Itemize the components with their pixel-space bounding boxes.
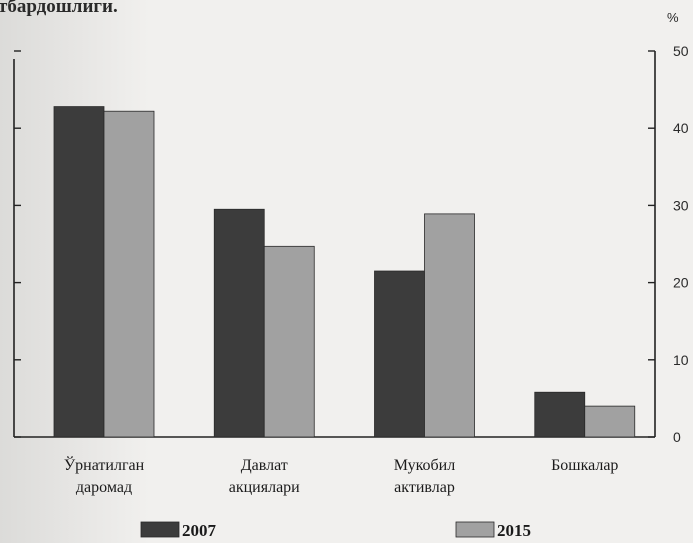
- bar-2007-1: [53, 106, 105, 438]
- category-label-line: Мукобил: [394, 457, 455, 474]
- y-axis-ticks: 0 10 20 30 40 50%: [14, 10, 689, 445]
- bar-2007-2: [213, 208, 265, 438]
- category-label: Бошкалар: [551, 457, 618, 474]
- bar-2007-3: [374, 270, 425, 438]
- bar-2015-4: [584, 405, 636, 438]
- category-label-line: даромад: [76, 479, 132, 496]
- category-label-line: активлар: [394, 479, 455, 496]
- legend-label-2007: 2007: [182, 521, 217, 540]
- x-axis-categories: Ўрнатилган даромад Давлат акциялари Мукобил а…: [64, 455, 619, 496]
- bar-2015-2: [263, 245, 315, 438]
- category-label-line: Бошкалар: [551, 457, 618, 474]
- legend-swatch-2007: [140, 521, 180, 538]
- category-label: Ўрнатилган даромад: [64, 455, 145, 496]
- chart-legend: 2007 2015: [140, 521, 531, 540]
- category-label-line: акциялари: [229, 479, 300, 496]
- y-tick-label: 30: [673, 197, 689, 213]
- legend-swatch-2015: [455, 521, 495, 538]
- y-tick-label: 10: [673, 352, 689, 368]
- category-label-line: Ўрнатилган: [64, 455, 145, 474]
- bar-2015-3: [424, 213, 475, 438]
- legend-label-2015: 2015: [497, 521, 531, 540]
- y-tick-label: 0: [673, 429, 681, 445]
- y-tick-label: 20: [673, 275, 689, 291]
- y-unit-label: %: [667, 10, 679, 25]
- category-label: Мукобил активлар: [394, 457, 455, 496]
- figure-caption: тбардошлиги.: [0, 0, 118, 17]
- y-tick-label: 40: [673, 120, 689, 136]
- bar-2015-1: [103, 110, 155, 438]
- category-label-line: Давлат: [241, 457, 288, 474]
- chart-bars: [53, 106, 636, 438]
- category-label: Давлат акциялари: [229, 457, 300, 496]
- y-tick-label: 50: [673, 43, 689, 59]
- bar-2007-4: [534, 391, 586, 438]
